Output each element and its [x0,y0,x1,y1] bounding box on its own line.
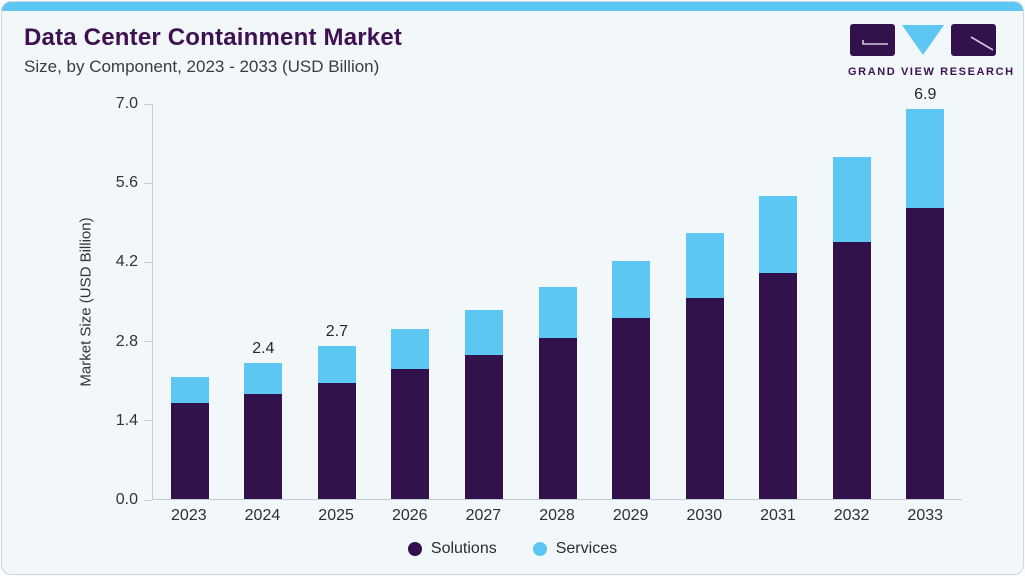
services-segment-2027 [464,309,503,355]
solutions-segment-2030 [685,298,724,499]
solutions-segment-2031 [759,272,798,499]
logo-wordmark: GRAND VIEW RESEARCH [848,66,1015,78]
total-value-label-2025: 2.7 [325,323,348,341]
legend-item-services: Services [532,540,618,558]
grand-view-research-logo: GRAND VIEW RESEARCH [848,24,1015,78]
total-value-label-2024: 2.4 [252,340,275,358]
bar-stack-2028 [538,286,577,499]
legend: Solutions Services [2,540,1023,558]
bar-group-2024: 2.4 [227,104,301,499]
logo-icon-row [848,24,998,60]
solutions-segment-2029 [612,317,651,499]
services-segment-2033 [906,108,945,208]
y-tick-label: 5.6 [115,174,138,192]
y-axis-title: Market Size (USD Billion) [77,217,95,387]
services-segment-2030 [685,233,724,299]
services-segment-2031 [759,196,798,273]
y-axis-ticks: 7.0 5.6 4.2 2.8 1.4 0.0 [98,95,152,508]
services-segment-2024 [244,363,283,395]
legend-item-solutions: Solutions [407,540,497,558]
y-tick-1.4: 1.4 [116,412,152,430]
x-axis-label-2033: 2033 [907,507,944,524]
y-tick-7.0: 7.0 [116,95,152,113]
y-tick-mark [144,499,152,501]
services-segment-2023 [170,377,209,403]
x-axis-labels: 2023 2024 2025 2026 2027 2028 2029 2030 2031 2032… [152,507,962,525]
y-tick-label: 0.0 [115,491,138,508]
bar-group-2027 [447,104,521,499]
top-accent-bar [2,2,1023,11]
bar-group-2033: 6.9 [888,86,962,499]
bar-stack-2031 [759,196,798,499]
solutions-segment-2025 [317,383,356,499]
solutions-segment-2028 [538,337,577,499]
solutions-segment-2024 [244,394,283,499]
x-axis-label-2023: 2023 [171,507,207,524]
bar-stack-2032 [832,156,871,499]
bar-stack-2027 [464,309,503,499]
bar-stack-2029 [612,261,651,499]
services-segment-2026 [391,329,430,369]
y-tick-label: 2.8 [115,332,138,350]
solutions-legend-dot [407,542,422,556]
services-segment-2029 [612,261,651,318]
x-axis-label-2025: 2025 [318,507,354,524]
y-tick-label: 7.0 [115,95,138,112]
solutions-segment-2033 [906,207,945,499]
solutions-legend-label: Solutions [430,540,497,557]
bar-group-2031 [741,104,815,499]
solutions-segment-2026 [391,368,430,499]
bar-stack-2023 [170,377,209,499]
y-tick-5.6: 5.6 [116,174,152,192]
plot-area: 2.4 2.7 6.9 [152,86,962,500]
x-axis-label-2027: 2027 [465,507,502,524]
x-axis-label-2030: 2030 [686,507,723,524]
bar-group-2029 [594,104,668,499]
bar-stack-2026 [391,329,430,499]
bar-stack-2025 [317,346,356,499]
x-axis-label-2026: 2026 [391,507,428,524]
services-segment-2025 [317,346,356,384]
logo-g-icon [850,24,895,56]
bar-group-2030 [668,104,742,499]
y-tick-label: 1.4 [115,411,138,429]
solutions-segment-2023 [170,402,209,499]
services-legend-dot [532,542,547,556]
y-tick-mark [144,261,152,263]
solutions-segment-2027 [464,354,503,499]
services-legend-label: Services [555,540,618,557]
y-tick-0.0: 0.0 [116,491,152,509]
services-segment-2032 [832,156,871,242]
bar-stack-2033 [906,108,945,499]
page-title: Data Center Containment Market [24,24,403,51]
bar-stack-2030 [685,233,724,499]
y-tick-mark [144,420,152,422]
total-value-label-2033: 6.9 [914,85,937,103]
y-tick-mark [144,341,152,343]
y-tick-4.2: 4.2 [116,253,152,271]
bar-group-2025: 2.7 [300,104,374,499]
logo-r-icon [951,24,996,56]
bar-group-2028 [521,104,595,499]
x-axis-label-2028: 2028 [539,507,575,524]
page-subtitle: Size, by Component, 2023 - 2033 (USD Bil… [24,56,380,76]
y-tick-2.8: 2.8 [116,333,152,351]
solutions-segment-2032 [832,241,871,499]
x-axis-label-2029: 2029 [612,507,649,524]
bar-group-2032 [815,104,889,499]
services-segment-2028 [538,286,577,338]
y-tick-mark [144,182,152,184]
x-axis-label-2032: 2032 [833,507,870,524]
bar-stack-2024 [244,363,283,499]
bar-group-2026 [374,104,448,499]
y-tick-label: 4.2 [115,253,138,271]
logo-v-icon [902,25,944,55]
header: Data Center Containment Market Size, by … [24,24,1015,78]
bar-group-2023 [153,104,227,499]
y-tick-mark [144,103,152,105]
x-axis-label-2031: 2031 [760,507,796,524]
x-axis-label-2024: 2024 [244,507,281,524]
